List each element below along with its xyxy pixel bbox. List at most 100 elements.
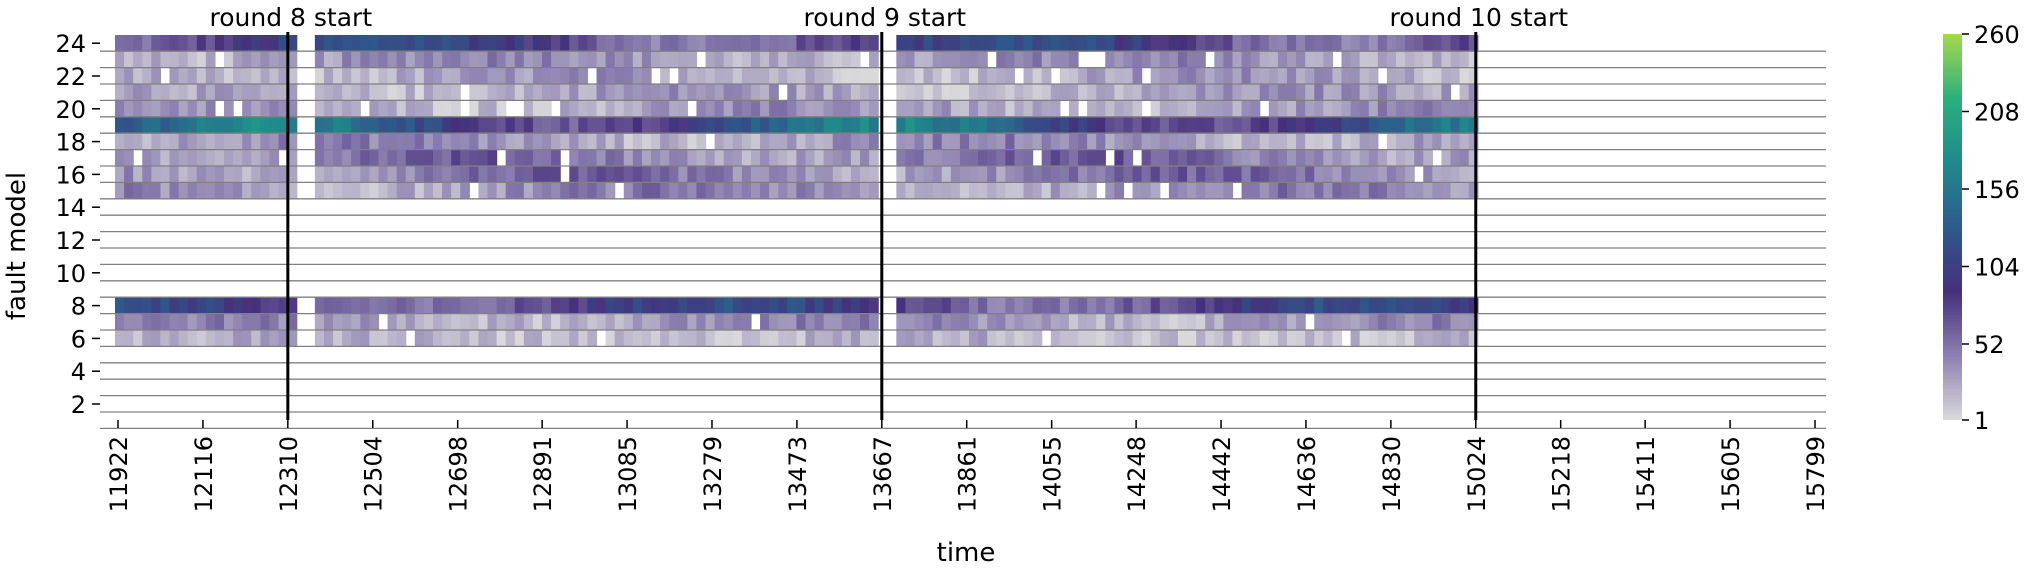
heatmap-cell bbox=[333, 182, 343, 199]
heatmap-cell bbox=[1277, 182, 1288, 199]
heatmap-cell bbox=[1068, 133, 1079, 150]
heatmap-cell bbox=[805, 84, 816, 101]
heatmap-cell bbox=[1377, 84, 1388, 101]
heatmap-cell bbox=[514, 84, 525, 101]
heatmap-cell bbox=[732, 182, 743, 199]
heatmap-cell bbox=[387, 330, 398, 347]
heatmap-cell bbox=[1468, 35, 1479, 52]
heatmap-cell bbox=[896, 133, 907, 150]
heatmap-cell bbox=[1214, 117, 1224, 134]
heatmap-cell bbox=[187, 51, 198, 68]
heatmap-cell bbox=[669, 117, 679, 134]
heatmap-cell bbox=[1041, 149, 1052, 167]
heatmap-cell bbox=[978, 297, 988, 314]
heatmap-cell bbox=[1141, 35, 1152, 52]
heatmap-cell bbox=[505, 84, 516, 101]
heatmap-cell bbox=[378, 297, 389, 314]
heatmap-cell bbox=[1350, 51, 1361, 68]
heatmap-cell bbox=[914, 117, 925, 134]
heatmap-cell bbox=[214, 166, 225, 183]
heatmap-cell bbox=[1132, 67, 1143, 85]
heatmap-cell bbox=[551, 182, 561, 199]
heatmap-cell bbox=[1405, 133, 1415, 150]
heatmap-cell bbox=[978, 117, 988, 134]
heatmap-cell bbox=[1078, 67, 1088, 85]
heatmap-cell bbox=[1223, 313, 1234, 331]
heatmap-cell bbox=[841, 84, 852, 101]
heatmap-cell bbox=[1386, 84, 1397, 101]
heatmap-cell bbox=[414, 100, 425, 117]
heatmap-cell bbox=[696, 84, 707, 101]
heatmap-cell bbox=[1177, 67, 1188, 85]
heatmap-cell bbox=[151, 297, 162, 314]
heatmap-cell bbox=[1150, 51, 1161, 68]
heatmap-cell bbox=[323, 100, 334, 117]
heatmap-cell bbox=[1196, 67, 1206, 85]
heatmap-cell bbox=[823, 297, 834, 314]
heatmap-cell bbox=[760, 67, 770, 85]
heatmap-cell bbox=[705, 297, 716, 314]
heatmap-cell bbox=[1141, 330, 1152, 347]
heatmap-cell bbox=[1305, 330, 1315, 347]
heatmap-cell bbox=[1323, 330, 1334, 347]
heatmap-cell bbox=[896, 35, 907, 52]
heatmap-cell bbox=[1459, 330, 1470, 347]
heatmap-cell bbox=[941, 297, 952, 314]
heatmap-cell bbox=[551, 67, 561, 85]
heatmap-cell bbox=[333, 330, 343, 347]
heatmap-cell bbox=[1023, 182, 1034, 199]
heatmap-cell bbox=[423, 67, 434, 85]
heatmap-cell bbox=[1023, 84, 1034, 101]
heatmap-cell bbox=[1277, 35, 1288, 52]
heatmap-cell bbox=[1414, 133, 1424, 150]
heatmap-cell bbox=[1159, 313, 1170, 331]
heatmap-cell bbox=[750, 84, 761, 101]
heatmap-cell bbox=[741, 84, 752, 101]
heatmap-cell bbox=[378, 182, 389, 199]
heatmap-cell bbox=[1468, 330, 1479, 347]
heatmap-cell bbox=[941, 330, 952, 347]
heatmap-cell bbox=[260, 330, 271, 347]
heatmap-cell bbox=[1450, 100, 1461, 117]
heatmap-cell bbox=[1041, 67, 1052, 85]
heatmap-cell bbox=[542, 182, 552, 199]
heatmap-cell bbox=[124, 100, 134, 117]
heatmap-cell bbox=[187, 84, 198, 101]
heatmap-cell bbox=[423, 84, 434, 101]
heatmap-cell bbox=[1350, 297, 1361, 314]
heatmap-cell bbox=[1296, 100, 1306, 117]
heatmap-cell bbox=[1241, 149, 1252, 167]
heatmap-cell bbox=[1386, 35, 1397, 52]
heatmap-cell bbox=[1132, 182, 1143, 199]
heatmap-cell bbox=[732, 84, 743, 101]
heatmap-cell bbox=[723, 166, 734, 183]
heatmap-cell bbox=[651, 100, 661, 117]
heatmap-cell bbox=[487, 67, 498, 85]
heatmap-cell bbox=[778, 133, 788, 150]
heatmap-cell bbox=[1078, 313, 1088, 331]
heatmap-cell bbox=[1141, 297, 1152, 314]
heatmap-cell bbox=[378, 67, 389, 85]
heatmap-cell bbox=[178, 149, 189, 167]
heatmap-cell bbox=[169, 313, 180, 331]
heatmap-cell bbox=[1068, 51, 1079, 68]
heatmap-cell bbox=[314, 297, 325, 314]
heatmap-cell bbox=[1468, 166, 1479, 183]
heatmap-cell bbox=[1005, 166, 1016, 183]
heatmap-cell bbox=[1187, 149, 1197, 167]
heatmap-cell bbox=[1259, 297, 1270, 314]
heatmap-cell bbox=[1423, 149, 1433, 167]
heatmap-cell bbox=[1341, 166, 1352, 183]
heatmap-cell bbox=[387, 67, 398, 85]
heatmap-cell bbox=[959, 67, 970, 85]
heatmap-cell bbox=[1014, 313, 1025, 331]
heatmap-cell bbox=[678, 100, 688, 117]
heatmap-cell bbox=[869, 182, 879, 199]
heatmap-cell bbox=[1386, 51, 1397, 68]
heatmap-cell bbox=[1468, 67, 1479, 85]
heatmap-cell bbox=[1450, 166, 1461, 183]
heatmap-cell bbox=[551, 313, 561, 331]
heatmap-cell bbox=[233, 313, 243, 331]
heatmap-cell bbox=[1332, 100, 1343, 117]
heatmap-cell bbox=[1441, 35, 1452, 52]
